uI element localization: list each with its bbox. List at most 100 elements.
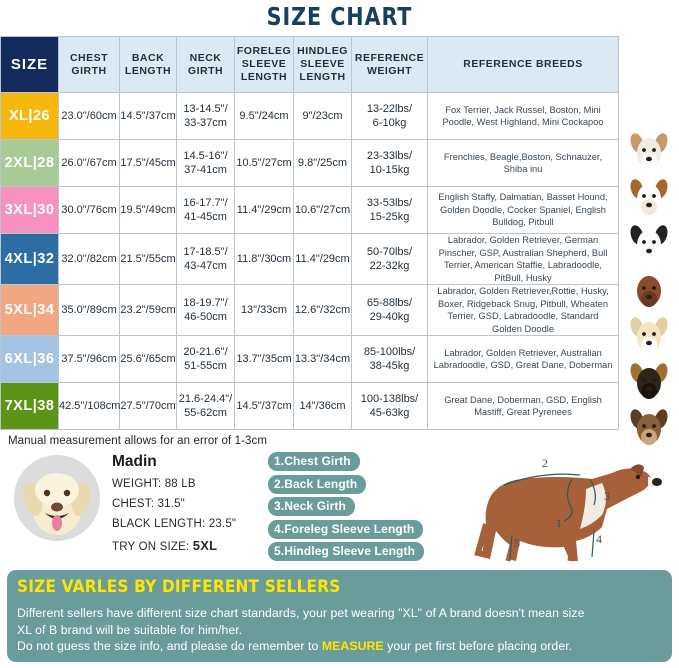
diagram-label-2: 2: [542, 456, 548, 470]
back-length-cell: 25.6"/65cm: [119, 335, 177, 383]
column-header-reference-breeds: REFERENCE BREEDS: [427, 36, 619, 93]
column-header-hindleg-sleeve-length: HINDLEG SLEEVE LENGTH: [293, 36, 352, 93]
reference-breeds-cell: Labrador, Golden Retriever, German Pinsc…: [427, 233, 619, 285]
reference-weight-cell: 65-88lbs/29-40kg: [351, 284, 428, 336]
pet-back-length: BLACK LENGTH: 23.5": [112, 518, 237, 530]
table-row: 3XL|30 30.0"/76cm 19.5"/49cm 16-17.7"/41-45…: [0, 186, 619, 234]
dalmatian-photo-icon: [630, 225, 668, 261]
breed-photo: [621, 219, 677, 265]
try-on-size-value: 5XL: [192, 538, 218, 553]
legend-pill-2: 2.Back Length: [268, 474, 367, 494]
column-header-chest-girth: CHEST GIRTH: [58, 36, 120, 93]
table-row: 2XL|28 26.0"/67cm 17.5"/45cm 14.5-16"/37-41…: [0, 139, 619, 187]
breed-photo: [621, 311, 677, 357]
neck-girth-cell: 17-18.5"/43-47cm: [176, 233, 235, 285]
reference-weight-cell: 85-100lbs/38-45kg: [351, 335, 428, 383]
legend-pill-1: 1.Chest Girth: [268, 452, 360, 471]
back-length-cell: 23.2"/59cm: [119, 284, 177, 336]
neck-girth-cell: 13-14.5"/33-37cm: [176, 92, 235, 140]
neck-girth-cell: 16-17.7"/41-45cm: [176, 186, 235, 234]
try-on-size-label: TRY ON SIZE:: [112, 541, 190, 553]
dog-side-profile-icon: 2 1 3 4 5: [474, 456, 662, 562]
diagram-label-1: 1: [556, 516, 562, 530]
pet-profile-band: Madin WEIGHT: 88 LB CHEST: 31.5" BLACK L…: [0, 449, 679, 571]
breed-photo: [621, 403, 677, 449]
chest-girth-cell: 23.0"/60cm: [58, 92, 120, 140]
warning-line-1: Different sellers have different size ch…: [17, 606, 585, 620]
avatar: [14, 455, 100, 541]
hindleg-sleeve-length-cell: 12.6"/32cm: [293, 284, 352, 336]
column-header-foreleg-sleeve-length: FORELEG SLEEVE LENGTH: [234, 36, 294, 93]
reference-breeds-cell: Frenchies, Beagle,Boston, Schnauzer, Shi…: [427, 139, 619, 187]
hindleg-sleeve-length-cell: 13.3"/34cm: [293, 335, 352, 383]
table-row: 5XL|34 35.0"/89cm 23.2"/59cm 18-19.7"/46-50…: [0, 284, 619, 336]
table-row: 7XL|38 42.5"/108cm 27.5"/70cm 21.6-24.4"/55…: [0, 382, 619, 430]
great-dane-photo-icon: [630, 409, 668, 445]
size-chart-body: XL|26 23.0"/60cm 14.5"/37cm 13-14.5"/33-37c…: [0, 92, 619, 430]
back-length-cell: 21.5"/55cm: [119, 233, 177, 285]
reference-weight-cell: 23-33lbs/10-15kg: [351, 139, 428, 187]
pet-try-on-size: TRY ON SIZE: 5XL: [112, 538, 236, 553]
chest-girth-cell: 30.0"/76cm: [58, 186, 120, 234]
chest-girth-cell: 42.5"/108cm: [58, 382, 120, 430]
neck-girth-cell: 21.6-24.4"/55-62cm: [176, 382, 235, 430]
back-length-cell: 17.5"/45cm: [119, 139, 177, 187]
chest-girth-cell: 37.5"/96cm: [58, 335, 120, 383]
breed-photo: [621, 357, 677, 403]
size-label-cell: 4XL|32: [0, 233, 59, 285]
foreleg-sleeve-length-cell: 10.5"/27cm: [234, 139, 294, 187]
legend-pill-5: 5.Hindleg Sleeve Length: [268, 542, 424, 561]
size-label-cell: 6XL|36: [0, 335, 59, 383]
reference-breeds-cell: Fox Terrier, Jack Russel, Boston, Mini P…: [427, 92, 619, 140]
reference-weight-cell: 33-53lbs/15-25kg: [351, 186, 428, 234]
measurement-legend: 1.Chest Girth 2.Back Length 3.Neck Girth 4.…: [268, 452, 424, 565]
labrador-photo-icon: [14, 455, 100, 541]
column-header-neck-girth: NECK GIRTH: [176, 36, 235, 93]
hindleg-sleeve-length-cell: 9.8"/25cm: [293, 139, 352, 187]
hindleg-sleeve-length-cell: 11.4"/29cm: [293, 233, 352, 285]
reference-weight-cell: 100-138lbs/45-63kg: [351, 382, 428, 430]
pitbull-photo-icon: [630, 271, 668, 307]
legend-pill-4: 4.Foreleg Sleeve Length: [268, 519, 424, 539]
column-header-size: SIZE: [0, 36, 59, 93]
reference-weight-cell: 50-70lbs/22-32kg: [351, 233, 428, 285]
pet-chest: CHEST: 31.5": [112, 498, 185, 510]
labrador-photo-icon: [630, 317, 668, 353]
page-title: SIZE CHART: [266, 2, 413, 31]
size-label-cell: XL|26: [0, 92, 59, 140]
hindleg-sleeve-length-cell: 10.6"/27cm: [293, 186, 352, 234]
warning-line-2: XL of B brand will be suitable for him/h…: [17, 622, 243, 637]
diagram-label-4: 4: [596, 532, 602, 546]
chest-girth-cell: 26.0"/67cm: [58, 139, 120, 187]
size-warning-box: SIZE VARLES BY DIFFERENT SELLERS Differe…: [7, 570, 672, 662]
back-length-cell: 27.5"/70cm: [119, 382, 177, 430]
breed-photo: [621, 173, 677, 219]
warning-title: SIZE VARLES BY DIFFERENT SELLERS: [17, 577, 341, 596]
pet-profile-details: Madin WEIGHT: 88 LB CHEST: 31.5" BLACK L…: [112, 453, 236, 561]
neck-girth-cell: 20-21.6"/51-55cm: [176, 335, 235, 383]
size-label-cell: 2XL|28: [0, 139, 59, 187]
warning-line-3-post: your pet first before placing order.: [383, 639, 573, 653]
foreleg-sleeve-length-cell: 9.5"/24cm: [234, 92, 294, 140]
gsd-photo-icon: [630, 363, 668, 399]
neck-girth-cell: 14.5-16"/37-41cm: [176, 139, 235, 187]
column-header-reference-weight: REFERENCE WEIGHT: [351, 36, 428, 93]
size-chart-section: SIZE CHEST GIRTH BACK LENGTH NECK GIRTH …: [0, 36, 679, 445]
hindleg-sleeve-length-cell: 9"/23cm: [293, 92, 352, 140]
table-row: 4XL|32 32.0"/82cm 21.5"/55cm 17-18.5"/43-47…: [0, 233, 619, 285]
pet-name: Madin: [112, 453, 157, 470]
diagram-label-3: 3: [604, 489, 610, 503]
table-row: XL|26 23.0"/60cm 14.5"/37cm 13-14.5"/33-37c…: [0, 92, 619, 140]
pet-weight: WEIGHT: 88 LB: [112, 478, 196, 490]
breed-photo: [621, 265, 677, 311]
foreleg-sleeve-length-cell: 11.8"/30cm: [234, 233, 294, 285]
size-chart-table: SIZE CHEST GIRTH BACK LENGTH NECK GIRTH …: [0, 36, 619, 430]
fox-terrier-photo-icon: [630, 133, 668, 169]
size-label-cell: 7XL|38: [0, 382, 59, 430]
hindleg-sleeve-length-cell: 14"/36cm: [293, 382, 352, 430]
back-length-cell: 14.5"/37cm: [119, 92, 177, 140]
beagle-photo-icon: [630, 179, 668, 215]
table-row: 6XL|36 37.5"/96cm 25.6"/65cm 20-21.6"/51-55…: [0, 335, 619, 383]
warning-line-3-pre: Do not guess the size info, and please d…: [17, 639, 322, 653]
foreleg-sleeve-length-cell: 14.5"/37cm: [234, 382, 294, 430]
